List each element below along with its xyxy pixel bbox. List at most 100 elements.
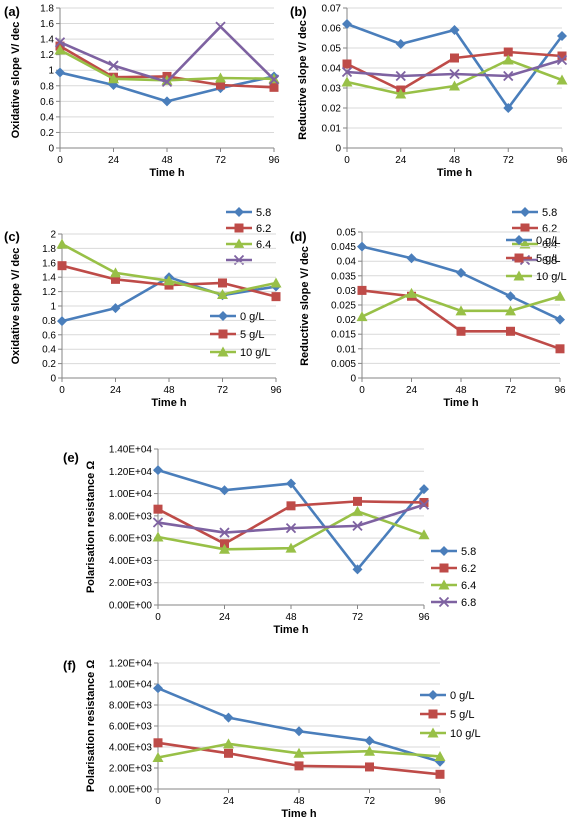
legend-label-e: 6.8 <box>461 597 476 609</box>
series-c-2 <box>56 238 282 299</box>
data-point-e <box>152 531 164 542</box>
y-tick-label-a: 1.2 <box>40 50 54 61</box>
data-point-b <box>449 25 460 35</box>
x-tick-label-c: 24 <box>110 385 122 396</box>
y-tick-label-a: 1 <box>48 66 54 77</box>
series-line-b <box>346 22 564 110</box>
y-tick-label-f: 1.00E+04 <box>109 680 153 691</box>
y-tick-label-f: 8.00E+03 <box>109 701 153 712</box>
x-tick-label-e: 48 <box>285 612 297 623</box>
x-axis-title-f: Time h <box>281 808 317 820</box>
x-tick-label-b: 72 <box>503 155 515 166</box>
data-point-b <box>450 53 459 63</box>
data-point-e <box>152 517 164 528</box>
data-point-a <box>269 82 279 92</box>
data-point-f <box>153 738 163 748</box>
data-point-a <box>216 80 225 90</box>
x-tick-label-f: 72 <box>364 796 376 807</box>
legend-label-b: 6.2 <box>542 223 557 235</box>
y-tick-label-b: 0.03 <box>322 84 342 95</box>
data-point-b <box>503 70 514 82</box>
legend-marker-d <box>514 235 524 245</box>
data-point-d <box>456 267 466 278</box>
y-tick-label-f: 4.00E+03 <box>109 743 153 754</box>
data-point-e <box>153 465 163 476</box>
data-point-d <box>555 344 565 354</box>
data-point-b <box>342 59 352 69</box>
legend-label-e: 6.4 <box>461 580 476 592</box>
x-tick-label-f: 24 <box>223 796 235 807</box>
y-tick-label-e: 1.00E+04 <box>109 489 153 500</box>
legend-label-e: 5.8 <box>461 546 476 558</box>
panel-label-f: (f) <box>63 658 76 673</box>
legend-label-f: 5 g/L <box>450 709 474 721</box>
legend-label-f: 0 g/L <box>450 690 474 702</box>
x-tick-label-e: 24 <box>219 612 231 623</box>
y-tick-label-e: 8.00E+03 <box>109 511 153 522</box>
y-tick-label-a: 0.2 <box>40 128 54 139</box>
data-point-b <box>449 68 460 80</box>
data-point-e <box>418 499 430 510</box>
y-tick-label-d: 0.05 <box>337 228 357 239</box>
legend-d: 0 g/L 5 g/L 10 g/L <box>506 235 567 283</box>
y-axis-title-f: Polarisation resistance Ω <box>85 660 97 792</box>
y-tick-label-c: 0.2 <box>42 359 56 370</box>
x-tick-label-d: 0 <box>359 385 365 396</box>
y-axis-title-e: Polarisation resistance Ω <box>85 461 97 593</box>
data-point-a <box>55 67 65 78</box>
y-tick-label-c: 0.8 <box>42 316 56 327</box>
series-e-3 <box>152 499 430 538</box>
legend-a: 5.8 6.2 6.4 <box>226 207 271 266</box>
x-tick-label-b: 24 <box>395 155 407 166</box>
y-tick-label-f: 2.00E+03 <box>109 764 153 775</box>
x-tick-label-c: 0 <box>59 385 65 396</box>
legend-marker-e <box>439 546 449 556</box>
legend-label-e: 6.2 <box>461 563 476 575</box>
data-point-d <box>505 291 516 302</box>
x-axis-title-e: Time h <box>273 624 309 636</box>
y-axis-title-b: Reductive slope V/ dec <box>297 20 309 140</box>
y-tick-label-e: 2.00E+03 <box>109 578 153 589</box>
y-tick-label-a: 0.4 <box>40 112 54 123</box>
legend-label-b: 6.4 <box>542 239 557 251</box>
legend-marker-d <box>514 253 524 263</box>
x-axis-title-c: Time h <box>151 397 187 409</box>
legend-marker-e <box>438 579 450 590</box>
y-tick-label-a: 1.8 <box>40 4 54 15</box>
data-point-b <box>556 54 568 66</box>
y-tick-label-b: 0.01 <box>322 124 342 135</box>
data-point-b <box>449 80 460 91</box>
y-tick-label-d: 0.02 <box>337 315 357 326</box>
data-point-b <box>341 66 353 78</box>
y-tick-label-c: 2 <box>50 230 56 241</box>
data-point-d <box>506 326 515 336</box>
data-point-a <box>54 44 66 55</box>
legend-label-a: 6.4 <box>256 239 271 251</box>
series-e-0 <box>153 465 429 575</box>
data-point-d <box>406 253 417 264</box>
data-point-c <box>56 238 68 249</box>
data-point-c <box>110 267 121 278</box>
x-axis-title-a: Time h <box>149 167 185 179</box>
x-tick-label-f: 0 <box>155 796 161 807</box>
data-point-a <box>215 21 226 32</box>
legend-marker-b <box>519 238 531 249</box>
x-axis-title-b: Time h <box>437 167 473 179</box>
y-tick-label-a: 1.6 <box>40 19 54 30</box>
data-point-d <box>357 241 367 252</box>
x-tick-label-a: 96 <box>268 155 280 166</box>
panel-label-e: (e) <box>63 450 79 465</box>
legend-marker-f <box>428 690 438 700</box>
x-tick-label-d: 72 <box>505 385 517 396</box>
x-tick-label-d: 96 <box>554 385 566 396</box>
legend-marker-c <box>217 346 229 357</box>
series-b-0 <box>342 19 567 113</box>
legend-label-c: 10 g/L <box>240 347 271 359</box>
x-tick-label-f: 96 <box>434 796 446 807</box>
data-point-f <box>223 712 234 723</box>
data-point-b <box>556 74 568 85</box>
data-point-d <box>357 285 367 295</box>
data-point-e <box>219 485 230 496</box>
x-tick-label-d: 24 <box>406 385 418 396</box>
data-point-e <box>153 504 163 514</box>
